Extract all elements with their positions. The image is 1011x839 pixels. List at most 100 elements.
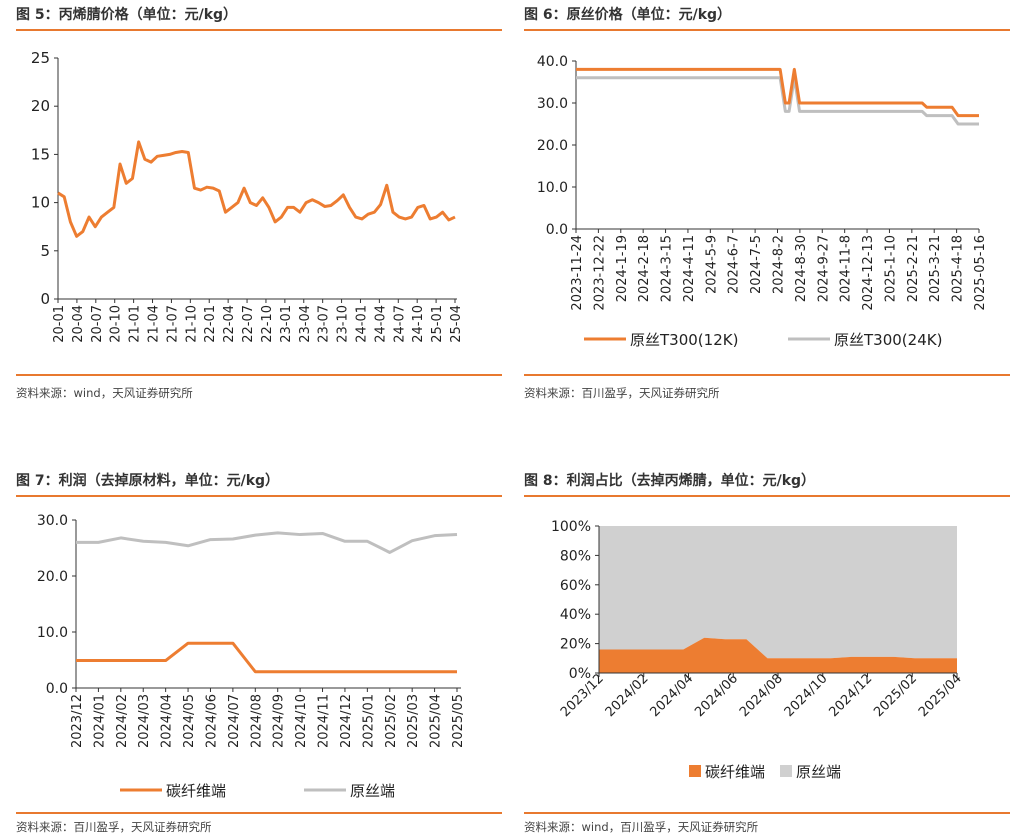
legend-label: 原丝端 — [796, 763, 841, 781]
bottom-rule — [524, 374, 1010, 376]
acrylonitrile-price-chart: 0 5 10 15 20 25 20-01 20-04 20-07 20-10 21-01 21-04… — [31, 49, 464, 343]
legend-swatch — [780, 765, 792, 777]
x-tick-label: 2024-5-9 — [704, 235, 719, 294]
x-tick-label: 22-04 — [222, 305, 237, 343]
x-tick-label: 2024/04 — [648, 671, 697, 720]
y-tick-label: 0 — [40, 290, 50, 308]
title-rule — [524, 495, 1010, 497]
series-line-2 — [576, 76, 979, 126]
y-tick-label: 30.0 — [37, 513, 68, 529]
y-tick-label: 10.0 — [37, 625, 68, 641]
panel-figure-6: 图 6：原丝价格（单位：元/kg） 0.0 10.0 20.0 30.0 40.0 202… — [524, 4, 1010, 404]
x-tick-label: 2025-05-16 — [973, 235, 988, 311]
y-tick-label: 0% — [569, 666, 591, 682]
x-tick-label: 25-04 — [449, 305, 464, 343]
x-tick-label: 2024/08 — [737, 671, 786, 720]
legend-label: 原丝T300(12K) — [630, 331, 738, 349]
figure-title: 图 7：利润（去掉原材料，单位：元/kg） — [16, 473, 280, 489]
x-tick-label: 2024-8-2 — [772, 235, 787, 294]
x-tick-label: 2025/05 — [451, 694, 466, 748]
figure-title: 图 5：丙烯腈价格（单位：元/kg） — [16, 7, 238, 23]
x-tick-label: 2024-6-7 — [727, 235, 742, 294]
x-tick-label: 23-10 — [336, 305, 351, 343]
y-tick-label: 10.0 — [537, 180, 568, 196]
x-tick-label: 2024-2-18 — [637, 235, 652, 302]
y-tick-label: 80% — [560, 548, 591, 564]
y-tick-label: 0.0 — [46, 681, 68, 697]
x-tick-label: 21-07 — [165, 305, 180, 343]
x-tick-label: 2024-12-13 — [861, 235, 876, 311]
x-tick-label: 2024-1-19 — [615, 235, 630, 302]
x-tick-label: 21-04 — [147, 305, 162, 343]
x-tick-label: 2024-3-15 — [660, 235, 675, 302]
series-line-2 — [76, 531, 458, 554]
legend-label: 原丝T300(24K) — [834, 331, 942, 349]
x-tick-label: 2024/04 — [160, 694, 175, 748]
x-tick-label: 2025/03 — [406, 694, 421, 748]
x-tick-label: 2025/04 — [916, 671, 965, 720]
x-tick-label: 23-07 — [317, 305, 332, 343]
x-tick-label: 24-07 — [392, 305, 407, 343]
bottom-rule — [16, 374, 502, 376]
source-note: 资料来源：百川盈孚，天风证券研究所 — [16, 820, 212, 834]
x-tick-label: 2024/05 — [182, 694, 197, 748]
bottom-rule — [524, 812, 1010, 814]
x-tick-label: 2025-1-10 — [883, 235, 898, 302]
x-tick-label: 2024/12 — [339, 694, 354, 748]
legend-swatch — [689, 765, 701, 777]
x-tick-label: 2024/11 — [317, 694, 332, 748]
y-tick-label: 30.0 — [537, 96, 568, 112]
figure-title: 图 6：原丝价格（单位：元/kg） — [524, 7, 732, 23]
x-tick-label: 23-04 — [298, 305, 313, 343]
x-tick-label: 21-10 — [184, 305, 199, 343]
series-line-1 — [57, 140, 456, 238]
x-tick-label: 2024/12 — [827, 671, 876, 720]
y-tick-label: 20% — [560, 637, 591, 653]
profit-chart: 0.0 10.0 20.0 30.0 2023/12 2024/01 2024/02 2024… — [37, 513, 466, 800]
source-note: 资料来源：wind，百川盈孚，天风证券研究所 — [524, 820, 759, 834]
x-tick-label: 2025/02 — [871, 671, 920, 720]
x-tick-label: 20-01 — [52, 305, 67, 343]
x-tick-label: 2024/10 — [782, 671, 831, 720]
y-tick-label: 0.0 — [546, 222, 568, 238]
y-tick-label: 15 — [31, 145, 50, 163]
bottom-rule — [16, 812, 502, 814]
x-tick-label: 2024-4-11 — [682, 235, 697, 302]
x-tick-label: 21-01 — [128, 305, 143, 343]
x-tick-label: 20-07 — [90, 305, 105, 343]
x-tick-label: 2024/06 — [692, 671, 741, 720]
precursor-price-chart: 0.0 10.0 20.0 30.0 40.0 2023-11-24 2023-12-22 2… — [537, 54, 988, 349]
x-tick-label: 25-01 — [430, 305, 445, 343]
panel-figure-7: 图 7：利润（去掉原材料，单位：元/kg） 0.0 10.0 20.0 30.0 202… — [16, 470, 502, 839]
x-tick-label: 2024/01 — [92, 694, 107, 748]
x-tick-label: 2023-12-22 — [592, 235, 607, 311]
y-tick-label: 10 — [31, 194, 50, 212]
panel-figure-8: 图 8：利润占比（去掉丙烯腈，单位：元/kg） 0% 20% 40% 60% 80% 10… — [524, 470, 1010, 839]
y-tick-label: 60% — [560, 578, 591, 594]
profit-share-chart: 0%20%40%60%80%100%2023/122024/022024/042… — [551, 519, 965, 781]
area-series-2 — [599, 526, 957, 659]
x-tick-label: 2025/04 — [429, 694, 444, 748]
x-tick-label: 2025/02 — [384, 694, 399, 748]
x-tick-label: 2023/12 — [70, 694, 85, 748]
x-tick-label: 2024/02 — [603, 671, 652, 720]
legend-label: 碳纤维端 — [705, 763, 765, 781]
x-tick-label: 20-04 — [71, 305, 86, 343]
x-tick-label: 22-01 — [203, 305, 218, 343]
legend-label: 原丝端 — [350, 782, 395, 800]
x-tick-label: 24-10 — [411, 305, 426, 343]
y-tick-label: 25 — [31, 49, 50, 67]
figure-title: 图 8：利润占比（去掉丙烯腈，单位：元/kg） — [524, 473, 816, 489]
x-tick-label: 2024/06 — [204, 694, 219, 748]
y-tick-label: 5 — [40, 242, 50, 260]
source-note: 资料来源：百川盈孚，天风证券研究所 — [524, 386, 720, 400]
y-tick-label: 100% — [551, 519, 591, 535]
x-tick-label: 2024/08 — [249, 694, 264, 748]
x-tick-label: 2024/03 — [137, 694, 152, 748]
x-tick-label: 2024-9-27 — [816, 235, 831, 302]
x-tick-label: 2025-4-18 — [951, 235, 966, 302]
y-tick-label: 20.0 — [537, 138, 568, 154]
x-tick-label: 24-04 — [373, 305, 388, 343]
x-tick-label: 2024/02 — [115, 694, 130, 748]
title-rule — [524, 29, 1010, 31]
